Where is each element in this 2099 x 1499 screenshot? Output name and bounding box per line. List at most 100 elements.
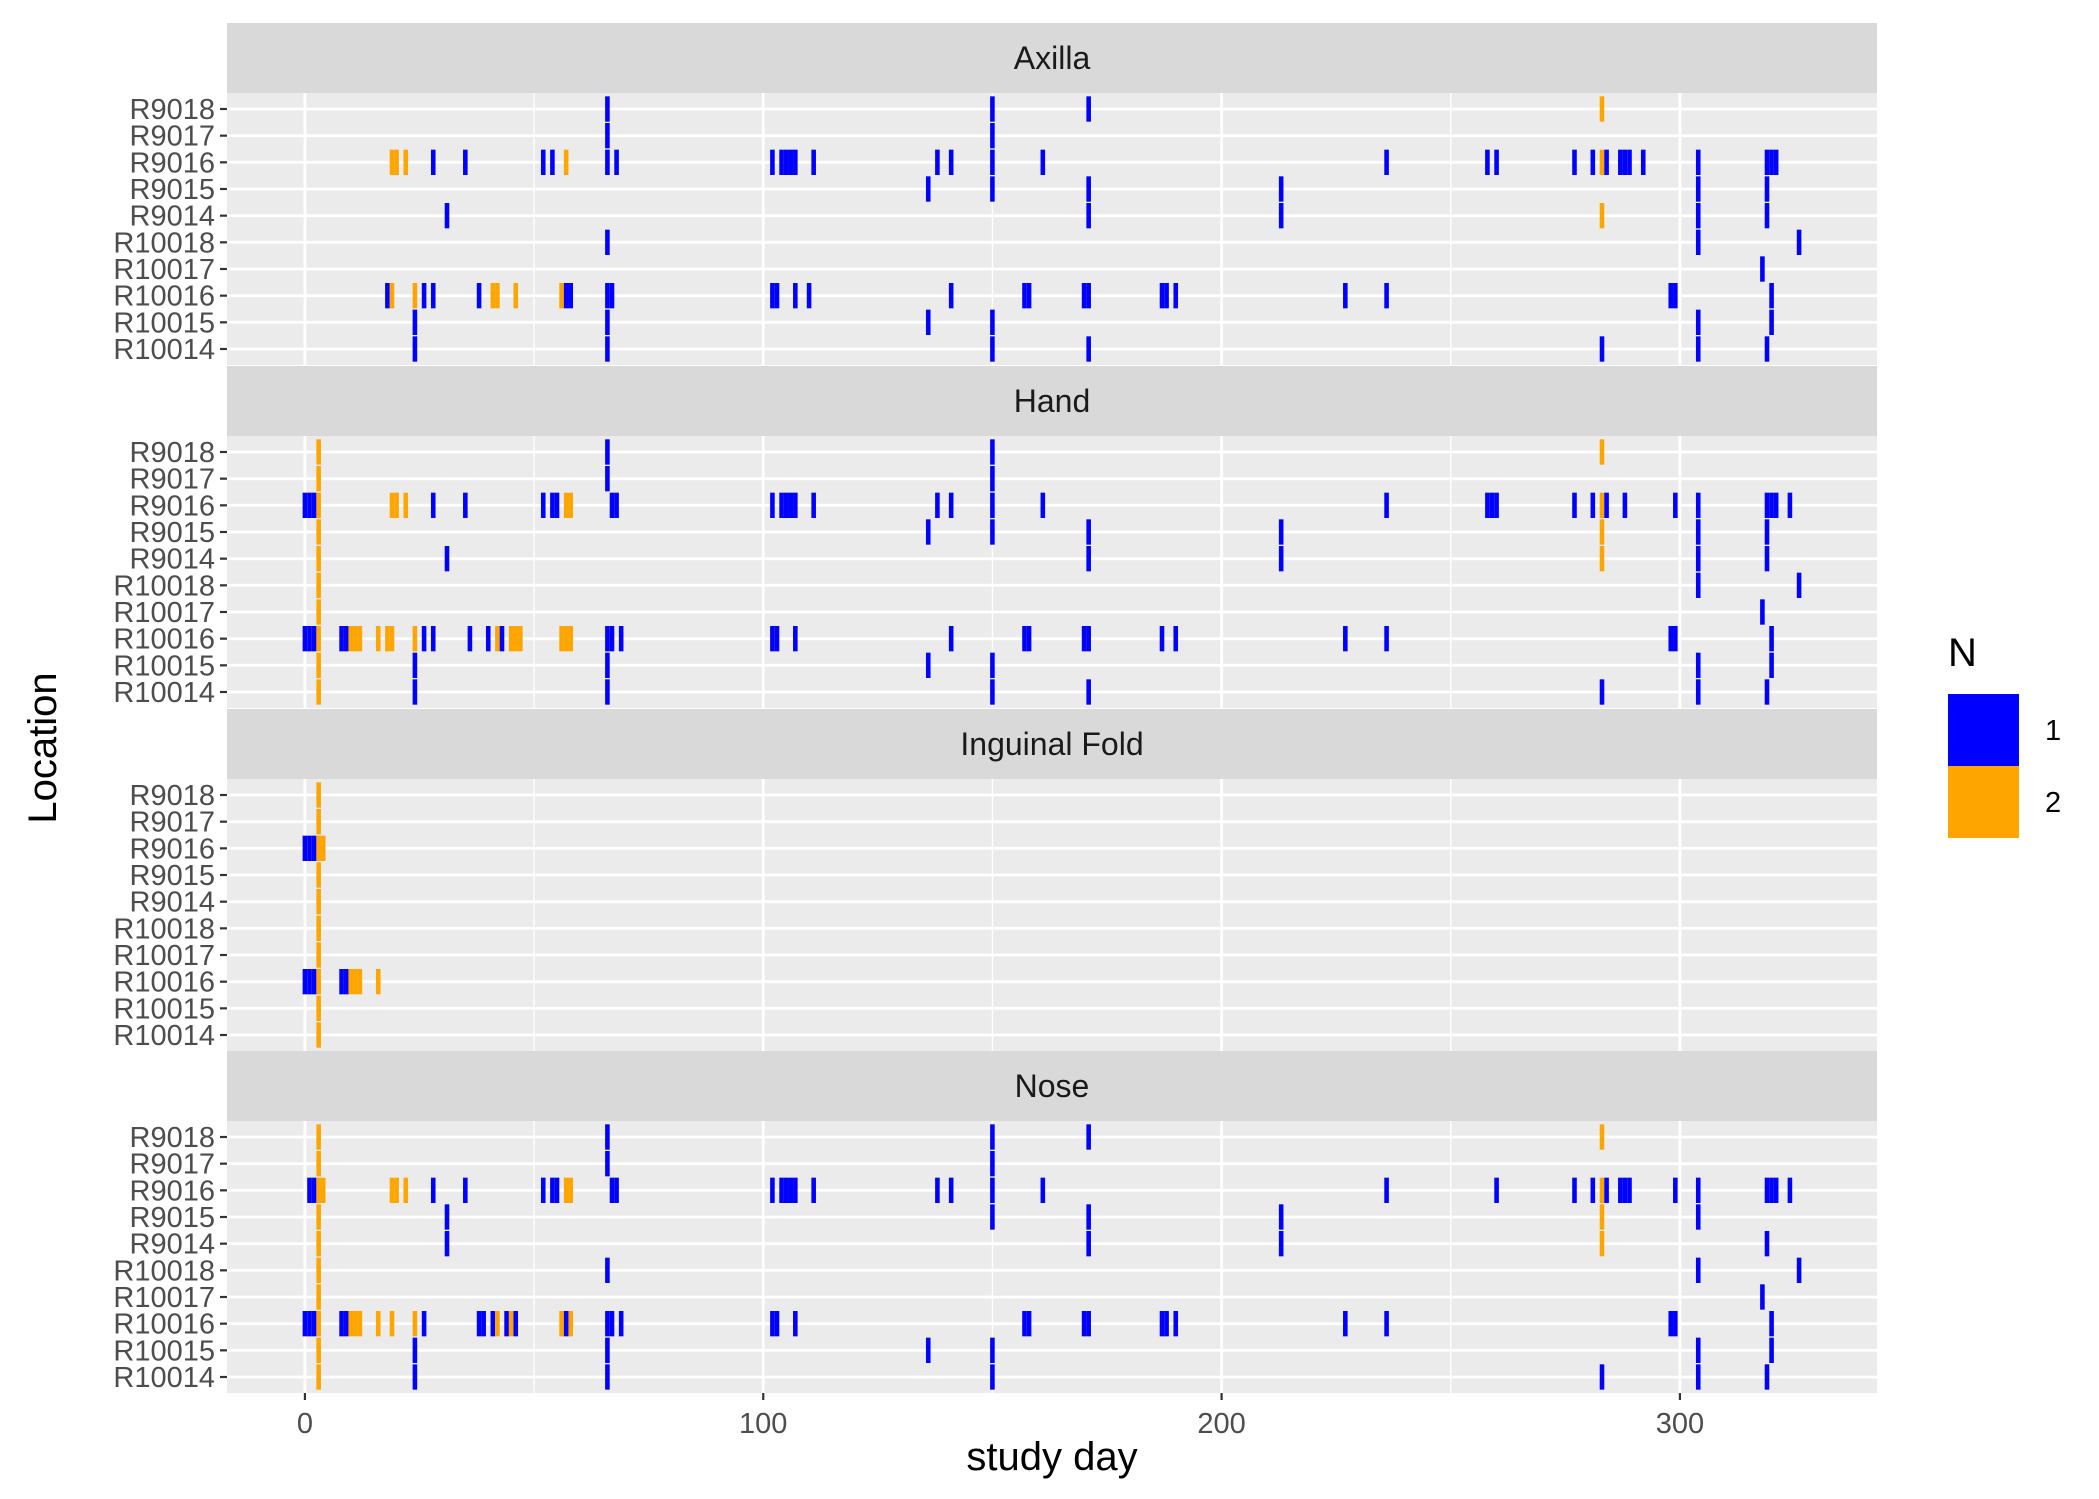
- tile-mark: [935, 492, 940, 518]
- tile-mark: [508, 1311, 514, 1337]
- tile-mark: [1622, 149, 1628, 175]
- x-tick-label: 300: [1656, 1408, 1704, 1440]
- y-tick-label: R10016: [113, 1309, 215, 1341]
- tile-mark: [1022, 1311, 1027, 1337]
- tile-mark: [316, 915, 321, 941]
- y-tick-label: R9018: [130, 437, 215, 469]
- tile-mark: [316, 782, 321, 808]
- tile-mark: [316, 835, 321, 861]
- tile-mark: [779, 492, 784, 518]
- y-tick-label: R10015: [113, 307, 215, 339]
- tile-mark: [1599, 1124, 1605, 1150]
- tile-mark: [609, 626, 615, 652]
- tile-mark: [311, 1177, 317, 1203]
- tile-mark: [316, 942, 321, 968]
- tile-mark: [1081, 626, 1087, 652]
- tile-mark: [1599, 96, 1605, 122]
- y-tick-label: R10016: [113, 281, 215, 313]
- tile-mark: [1673, 283, 1678, 309]
- tile-mark: [1572, 149, 1577, 175]
- tile-mark: [1622, 1177, 1628, 1203]
- tile-mark: [605, 336, 610, 362]
- tile-mark: [412, 1364, 418, 1390]
- tile-mark: [1086, 203, 1091, 229]
- tile-mark: [348, 1311, 354, 1337]
- tile-mark: [811, 149, 816, 175]
- tile-mark: [1769, 309, 1774, 335]
- tile-mark: [1384, 626, 1389, 652]
- tile-mark: [793, 492, 798, 518]
- tile-mark: [793, 149, 798, 175]
- tile-mark: [394, 1177, 399, 1203]
- tile-mark: [1695, 309, 1701, 335]
- facet-strip: [227, 1051, 1877, 1121]
- tile-mark: [1081, 283, 1087, 309]
- tile-mark: [788, 492, 794, 518]
- tile-mark: [990, 176, 995, 202]
- tile-mark: [1764, 336, 1770, 362]
- tile-mark: [605, 123, 610, 149]
- y-tick-label: R9015: [130, 174, 215, 206]
- y-tick-label: R9015: [130, 1202, 215, 1234]
- tile-mark: [1086, 96, 1091, 122]
- tile-mark: [559, 283, 564, 309]
- y-tick-label: R9017: [130, 1149, 215, 1181]
- tile-mark: [1695, 652, 1701, 678]
- tile-mark: [1760, 599, 1765, 625]
- tile-mark: [605, 466, 610, 492]
- tile-mark: [307, 969, 312, 995]
- tile-mark: [490, 1311, 496, 1337]
- tile-mark: [1599, 519, 1605, 545]
- tile-mark: [605, 1257, 610, 1283]
- tile-mark: [1572, 492, 1577, 518]
- tile-mark: [1599, 149, 1605, 175]
- tile-mark: [1764, 203, 1770, 229]
- tile-mark: [1026, 283, 1032, 309]
- tile-mark: [412, 309, 418, 335]
- tile-mark: [1618, 149, 1623, 175]
- tile-mark: [343, 1311, 349, 1337]
- tile-mark: [316, 1124, 321, 1150]
- tile-mark: [1599, 1204, 1605, 1230]
- tile-mark: [339, 969, 344, 995]
- tile-mark: [316, 546, 321, 572]
- tile-mark: [605, 652, 610, 678]
- legend-title: N: [1948, 631, 1977, 675]
- tile-mark: [389, 283, 395, 309]
- tile-mark: [357, 969, 363, 995]
- tile-mark: [302, 969, 308, 995]
- tile-mark: [1695, 1257, 1701, 1283]
- tile-mark: [1278, 1231, 1284, 1257]
- tile-mark: [316, 626, 321, 652]
- tile-mark: [320, 835, 326, 861]
- tile-mark: [1773, 149, 1779, 175]
- tile-mark: [1764, 546, 1770, 572]
- tile-mark: [1485, 492, 1490, 518]
- tile-mark: [316, 1337, 321, 1363]
- tile-mark: [311, 969, 317, 995]
- tile-mark: [605, 1337, 610, 1363]
- tile-mark: [1695, 1204, 1701, 1230]
- tile-mark: [1026, 1311, 1032, 1337]
- tile-mark: [605, 626, 610, 652]
- tile-mark: [1026, 626, 1032, 652]
- tile-mark: [1764, 1364, 1770, 1390]
- tile-mark: [1384, 1177, 1389, 1203]
- panel-background: [227, 93, 1877, 365]
- tile-mark: [568, 283, 574, 309]
- tile-mark: [412, 1311, 418, 1337]
- tile-mark: [316, 1284, 321, 1310]
- tile-mark: [316, 1151, 321, 1177]
- tile-mark: [1796, 572, 1802, 598]
- tile-mark: [811, 1177, 816, 1203]
- tile-mark: [463, 1177, 468, 1203]
- tile-mark: [990, 309, 995, 335]
- tile-mark: [412, 626, 418, 652]
- tile-mark: [307, 626, 312, 652]
- tile-mark: [476, 1311, 482, 1337]
- y-tick-label: R10015: [113, 1335, 215, 1367]
- tile-mark: [559, 626, 564, 652]
- tile-mark: [1384, 492, 1389, 518]
- x-tick-label: 200: [1197, 1408, 1245, 1440]
- tile-mark: [302, 835, 308, 861]
